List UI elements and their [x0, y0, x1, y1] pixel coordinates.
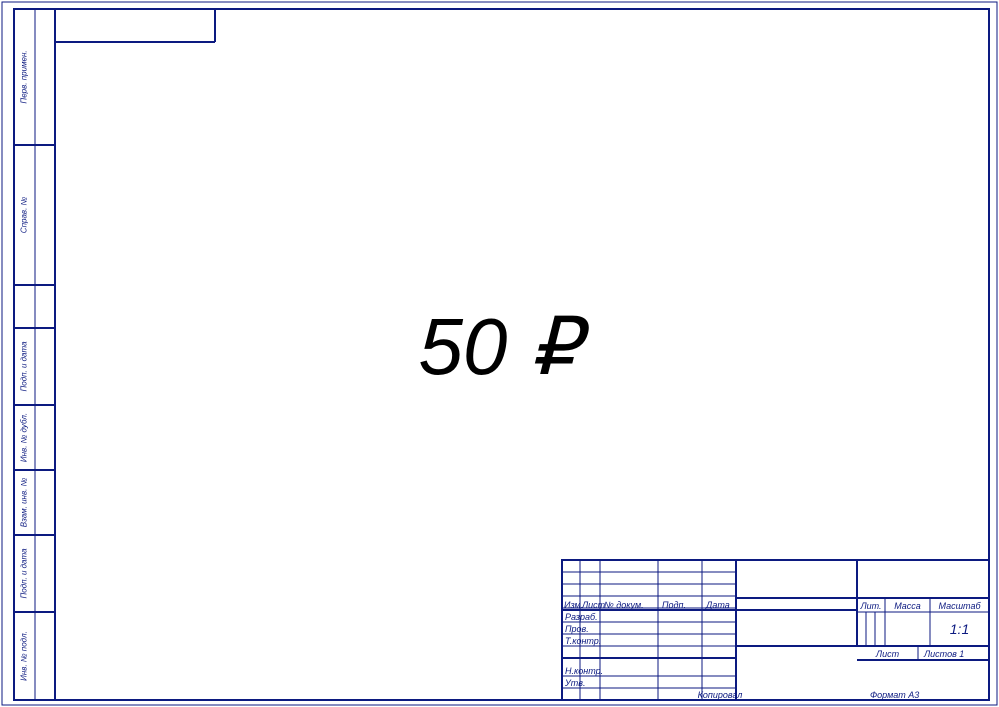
svg-text:Перв. примен.: Перв. примен.	[20, 50, 29, 103]
svg-text:Пров.: Пров.	[565, 624, 589, 634]
svg-text:Инв. № дубл.: Инв. № дубл.	[20, 413, 29, 462]
svg-text:Взам. инв. №: Взам. инв. №	[20, 477, 29, 527]
svg-text:Разраб.: Разраб.	[565, 612, 598, 622]
svg-text:Листов 1: Листов 1	[923, 649, 964, 659]
svg-text:Масштаб: Масштаб	[938, 601, 981, 611]
drawing-sheet: 50 ₽ Перв. примен.Справ. №Подп. и датаИн…	[0, 0, 999, 707]
svg-text:1:1: 1:1	[950, 621, 969, 637]
svg-text:Инв. № подл.: Инв. № подл.	[20, 631, 29, 681]
svg-text:Изм.: Изм.	[564, 600, 583, 610]
svg-text:Дата: Дата	[705, 600, 730, 610]
svg-text:№ докум.: № докум.	[604, 600, 644, 610]
svg-text:Копировал: Копировал	[698, 690, 743, 700]
svg-text:Формат A3: Формат A3	[870, 690, 919, 700]
svg-text:Подп.: Подп.	[662, 600, 686, 610]
svg-text:Подп. и дата: Подп. и дата	[20, 548, 29, 599]
svg-text:Н.контр.: Н.контр.	[565, 666, 603, 676]
svg-text:Лист: Лист	[875, 649, 900, 659]
svg-text:Справ. №: Справ. №	[20, 196, 29, 233]
svg-text:Масса: Масса	[894, 601, 921, 611]
svg-text:Т.контр.: Т.контр.	[565, 636, 601, 646]
svg-text:Лист: Лист	[581, 600, 606, 610]
gost-frame: Перв. примен. Справ. № Подп. и дата Инв. № …	[0, 0, 999, 707]
svg-text:Утв.: Утв.	[564, 678, 585, 688]
svg-text:Лит.: Лит.	[859, 601, 881, 611]
svg-text:Подп. и дата: Подп. и дата	[20, 341, 29, 392]
